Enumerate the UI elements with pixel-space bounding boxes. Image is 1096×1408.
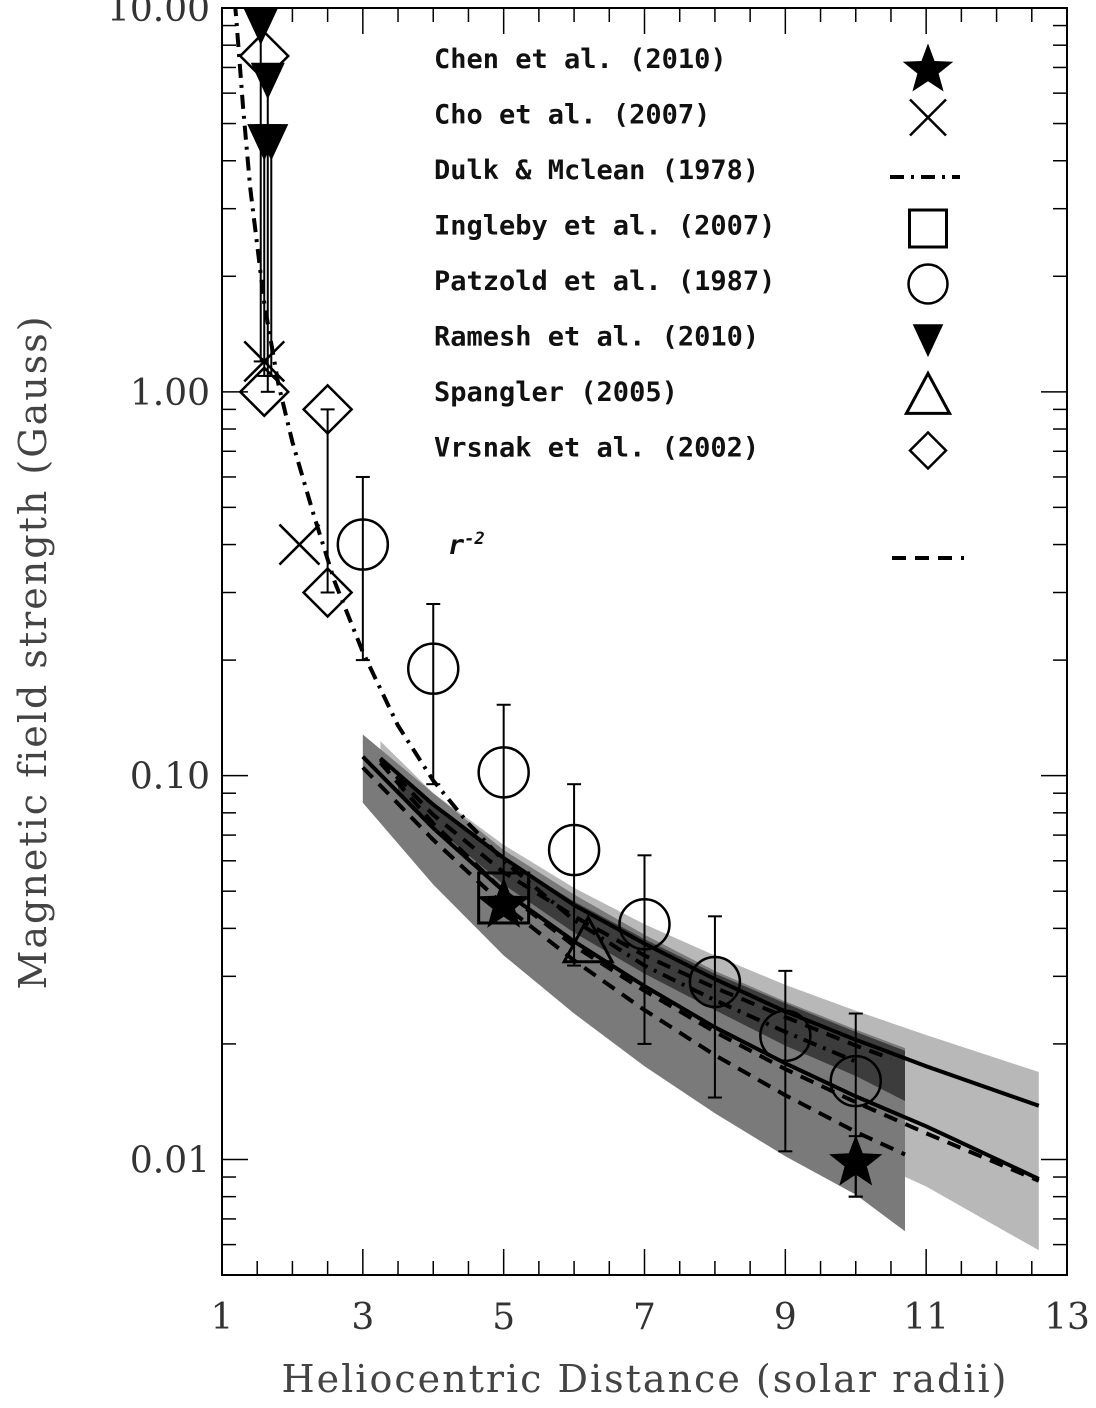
data-markers [238, 8, 883, 1186]
x-tick-label: 9 [774, 1297, 797, 1338]
marker-spangler-0 [561, 914, 615, 964]
legend-item: Ingleby et al. (2007) [434, 208, 948, 249]
marker-patzold-3 [547, 823, 601, 877]
x-tick-label: 3 [351, 1297, 374, 1338]
legend-symbol-triangle-up [903, 370, 953, 415]
marker-chen-0 [477, 877, 531, 928]
legend-symbol-square [908, 208, 948, 249]
legend-symbol-triangle-down [912, 324, 944, 358]
y-axis-title: Magnetic field strength (Gauss) [11, 314, 55, 989]
legend-item: r-2 [448, 529, 964, 561]
legend-item: Chen et al. (2010) [434, 43, 954, 92]
marker-patzold-7 [829, 1054, 882, 1108]
legend-symbol-star [902, 43, 954, 92]
legend-label: Vrsnak et al. (2002) [434, 433, 759, 464]
legend-label: Cho et al. (2007) [434, 100, 710, 131]
marker-cho-0 [243, 340, 286, 383]
legend-label: r-2 [448, 529, 485, 561]
marker-patzold-1 [407, 642, 460, 695]
marker-patzold-0 [336, 518, 390, 571]
band-dark-band [398, 775, 905, 1101]
legend-label: Patzold et al. (1987) [434, 266, 775, 297]
x-tick-label: 7 [633, 1297, 656, 1338]
y-tick-label: 1.00 [130, 373, 210, 414]
confidence-bands [362, 734, 1039, 1251]
line-r-2-middle [378, 761, 1040, 1183]
marker-vrsnak-1 [238, 366, 291, 418]
marker-ramesh-0 [243, 8, 278, 46]
legend-item: Cho et al. (2007) [434, 98, 947, 137]
legend-item: Ramesh et al. (2010) [434, 322, 944, 358]
x-tick-label: 13 [1044, 1297, 1090, 1338]
marker-ramesh-3 [254, 124, 289, 161]
errorbar-vrsnak-2 [320, 408, 335, 594]
marker-vrsnak-0 [238, 30, 291, 82]
legend-symbol-cross [909, 98, 947, 137]
line-fit-lower [361, 755, 1040, 1181]
legend-symbol-circle [907, 263, 949, 305]
x-tick-label: 5 [492, 1297, 515, 1338]
legend-label: Dulk & Mclean (1978) [434, 155, 759, 186]
legend-label: Ingleby et al. (2007) [434, 211, 775, 242]
y-tick-label: 10.00 [107, 0, 210, 30]
marker-patzold-5 [688, 955, 742, 1009]
legend-label: Spangler (2005) [434, 377, 678, 408]
marker-ramesh-1 [250, 62, 285, 100]
legend-item: Patzold et al. (1987) [434, 263, 949, 305]
marker-patzold-2 [477, 746, 530, 799]
legend-label: Ramesh et al. (2010) [434, 322, 759, 353]
y-tick-label: 0.01 [130, 1140, 210, 1181]
marker-vrsnak-2 [301, 383, 354, 436]
line-fit-upper [379, 756, 1040, 1108]
marker-patzold-4 [618, 898, 671, 951]
x-axis-title: Heliocentric Distance (solar radii) [282, 1357, 1009, 1401]
marker-chen-1 [829, 1134, 883, 1186]
legend-symbol-diamond [908, 430, 948, 471]
x-tick-label: 11 [903, 1297, 949, 1338]
marker-patzold-6 [759, 1009, 812, 1063]
marker-ingleby-0 [477, 871, 531, 925]
x-tick-label: 1 [211, 1297, 234, 1338]
legend-item: Dulk & Mclean (1978) [434, 155, 960, 186]
marker-vrsnak-3 [301, 566, 354, 619]
legend-item: Spangler (2005) [434, 370, 953, 415]
legend-label: Chen et al. (2010) [434, 44, 727, 75]
marker-cho-1 [278, 523, 321, 566]
y-tick-label: 0.10 [130, 757, 210, 798]
legend-item: Vrsnak et al. (2002) [434, 430, 948, 471]
legend: Chen et al. (2010) Cho et al. (2007) Dulk … [434, 43, 964, 561]
